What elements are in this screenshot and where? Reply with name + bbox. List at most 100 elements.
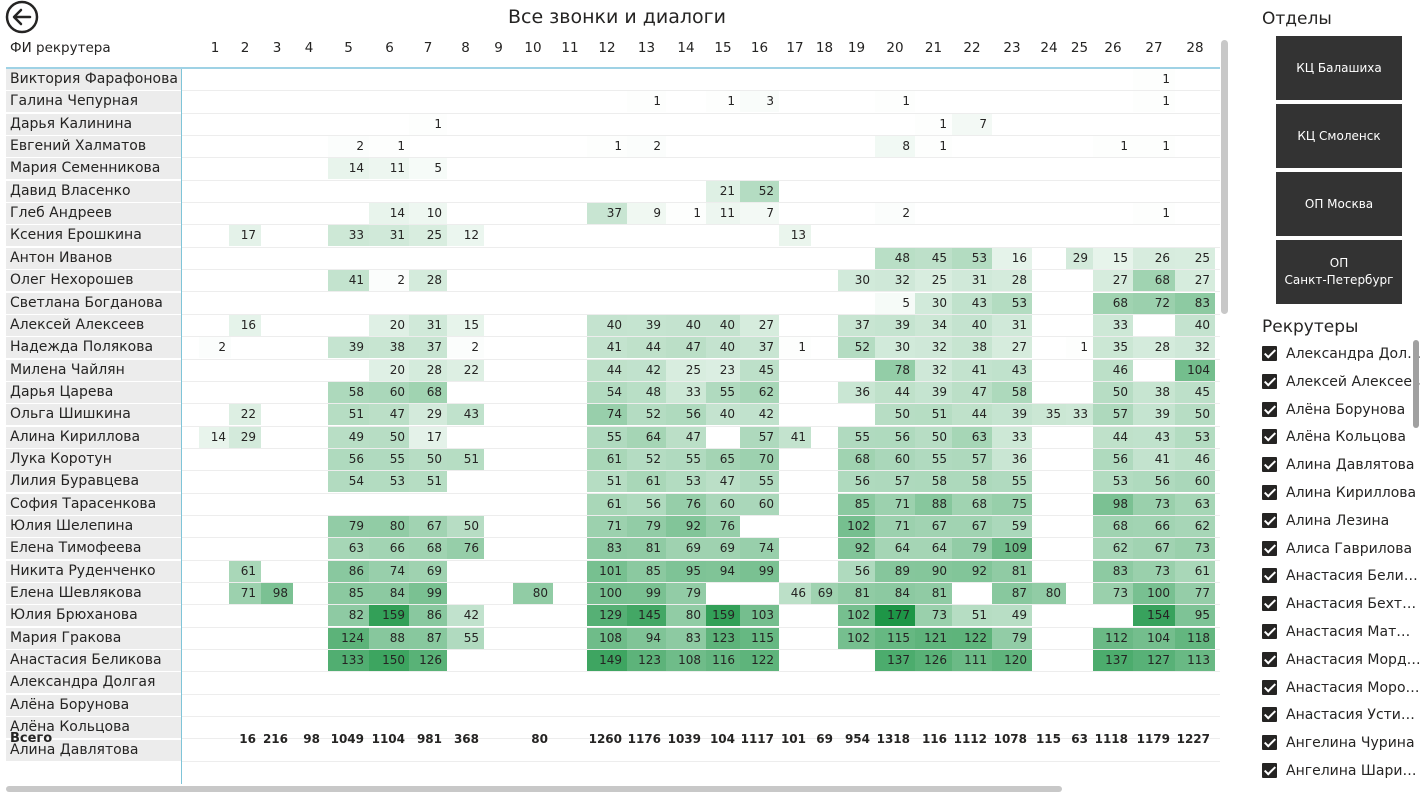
cell-value[interactable]: 74	[587, 404, 627, 426]
cell-value[interactable]: 23	[706, 359, 740, 381]
cell-value[interactable]: 2	[627, 136, 666, 158]
cell-value[interactable]: 32	[915, 359, 952, 381]
row-name-7[interactable]: Ксения Ерошкина	[6, 225, 181, 247]
cell-value[interactable]: 115	[875, 627, 915, 649]
checkbox-checked-icon[interactable]	[1262, 735, 1277, 751]
cell-value[interactable]: 61	[627, 471, 666, 493]
cell-value[interactable]: 1	[915, 136, 952, 158]
cell-value[interactable]: 89	[875, 560, 915, 582]
cell-value[interactable]: 83	[666, 627, 706, 649]
cell-value[interactable]: 111	[952, 650, 992, 672]
cell-value[interactable]: 74	[369, 560, 410, 582]
cell-value[interactable]: 67	[1133, 538, 1175, 560]
cell-value[interactable]: 50	[875, 404, 915, 426]
cell-value[interactable]: 55	[369, 448, 410, 470]
cell-value[interactable]: 44	[627, 337, 666, 359]
checkbox-checked-icon[interactable]	[1262, 651, 1277, 667]
cell-value[interactable]: 27	[740, 314, 779, 336]
cell-value[interactable]: 60	[740, 493, 779, 515]
cell-value[interactable]: 39	[1133, 404, 1175, 426]
cell-value[interactable]: 68	[409, 381, 447, 403]
cell-value[interactable]: 69	[409, 560, 447, 582]
cell-value[interactable]: 47	[706, 471, 740, 493]
recruiter-item[interactable]: Ангелина Чурина	[1260, 732, 1422, 754]
cell-value[interactable]: 1	[1133, 91, 1175, 113]
cell-value[interactable]: 76	[447, 538, 484, 560]
checkbox-checked-icon[interactable]	[1262, 429, 1277, 445]
column-header-day-23[interactable]: 23	[1003, 40, 1021, 56]
cell-value[interactable]: 70	[740, 448, 779, 470]
cell-value[interactable]: 26	[1133, 247, 1175, 269]
cell-value[interactable]: 58	[915, 471, 952, 493]
column-header-day-11[interactable]: 11	[561, 40, 579, 56]
cell-value[interactable]: 44	[952, 404, 992, 426]
cell-value[interactable]: 45	[740, 359, 779, 381]
cell-value[interactable]: 57	[952, 448, 992, 470]
cell-value[interactable]: 90	[915, 560, 952, 582]
cell-value[interactable]: 88	[369, 627, 410, 649]
cell-value[interactable]: 59	[992, 516, 1032, 537]
cell-value[interactable]: 15	[1093, 247, 1133, 269]
cell-value[interactable]: 17	[409, 426, 447, 448]
cell-value[interactable]: 42	[627, 359, 666, 381]
recruiter-item[interactable]: Алиса Гаврилова	[1260, 538, 1422, 560]
cell-value[interactable]: 38	[369, 337, 410, 359]
cell-value[interactable]: 41	[1133, 448, 1175, 470]
row-name-4[interactable]: Мария Семенникова	[6, 158, 181, 180]
cell-value[interactable]: 40	[666, 314, 706, 336]
column-header-day-7[interactable]: 7	[423, 40, 433, 56]
cell-value[interactable]: 49	[328, 426, 369, 448]
cell-value[interactable]: 58	[328, 381, 369, 403]
row-name-30[interactable]: Алина Давлятова	[6, 739, 181, 761]
row-name-20[interactable]: Юлия Шелепина	[6, 516, 181, 537]
cell-value[interactable]: 60	[875, 448, 915, 470]
row-name-6[interactable]: Глеб Андреев	[6, 203, 181, 225]
cell-value[interactable]: 29	[1066, 247, 1093, 269]
cell-value[interactable]: 113	[1175, 650, 1215, 672]
column-header-day-15[interactable]: 15	[714, 40, 732, 56]
cell-value[interactable]: 42	[740, 404, 779, 426]
cell-value[interactable]: 34	[915, 314, 952, 336]
recruiter-item[interactable]: Ангелина Шарипова	[1260, 760, 1422, 782]
checkbox-checked-icon[interactable]	[1262, 401, 1277, 417]
cell-value[interactable]: 118	[1175, 627, 1215, 649]
checkbox-checked-icon[interactable]	[1262, 568, 1277, 584]
cell-value[interactable]: 121	[915, 627, 952, 649]
cell-value[interactable]: 20	[369, 359, 410, 381]
cell-value[interactable]: 82	[328, 605, 369, 627]
cell-value[interactable]: 25	[915, 270, 952, 292]
row-name-28[interactable]: Алёна Борунова	[6, 694, 181, 716]
row-name-10[interactable]: Светлана Богданова	[6, 292, 181, 314]
cell-value[interactable]: 41	[328, 270, 369, 292]
cell-value[interactable]: 54	[328, 471, 369, 493]
cell-value[interactable]: 40	[952, 314, 992, 336]
cell-value[interactable]: 55	[915, 448, 952, 470]
cell-value[interactable]: 31	[369, 225, 410, 247]
cell-value[interactable]: 69	[706, 538, 740, 560]
cell-value[interactable]: 50	[1093, 381, 1133, 403]
cell-value[interactable]: 61	[229, 560, 261, 582]
cell-value[interactable]: 52	[838, 337, 875, 359]
cell-value[interactable]: 104	[1133, 627, 1175, 649]
cell-value[interactable]: 71	[875, 493, 915, 515]
cell-value[interactable]: 100	[587, 583, 627, 605]
cell-value[interactable]: 126	[409, 650, 447, 672]
cell-value[interactable]: 51	[915, 404, 952, 426]
cell-value[interactable]: 66	[369, 538, 410, 560]
cell-value[interactable]: 56	[666, 404, 706, 426]
cell-value[interactable]: 21	[706, 180, 740, 202]
cell-value[interactable]: 159	[369, 605, 410, 627]
cell-value[interactable]: 17	[229, 225, 261, 247]
cell-value[interactable]: 36	[838, 381, 875, 403]
cell-value[interactable]: 66	[1133, 516, 1175, 537]
cell-value[interactable]: 75	[992, 493, 1032, 515]
row-name-25[interactable]: Мария Гракова	[6, 627, 181, 649]
cell-value[interactable]: 85	[627, 560, 666, 582]
cell-value[interactable]: 3	[740, 91, 779, 113]
cell-value[interactable]: 31	[952, 270, 992, 292]
cell-value[interactable]: 104	[1175, 359, 1215, 381]
department-button-op-spb[interactable]: ОП Санкт-Петербург	[1276, 240, 1402, 304]
cell-value[interactable]: 61	[587, 448, 627, 470]
cell-value[interactable]: 37	[587, 203, 627, 225]
cell-value[interactable]: 129	[587, 605, 627, 627]
